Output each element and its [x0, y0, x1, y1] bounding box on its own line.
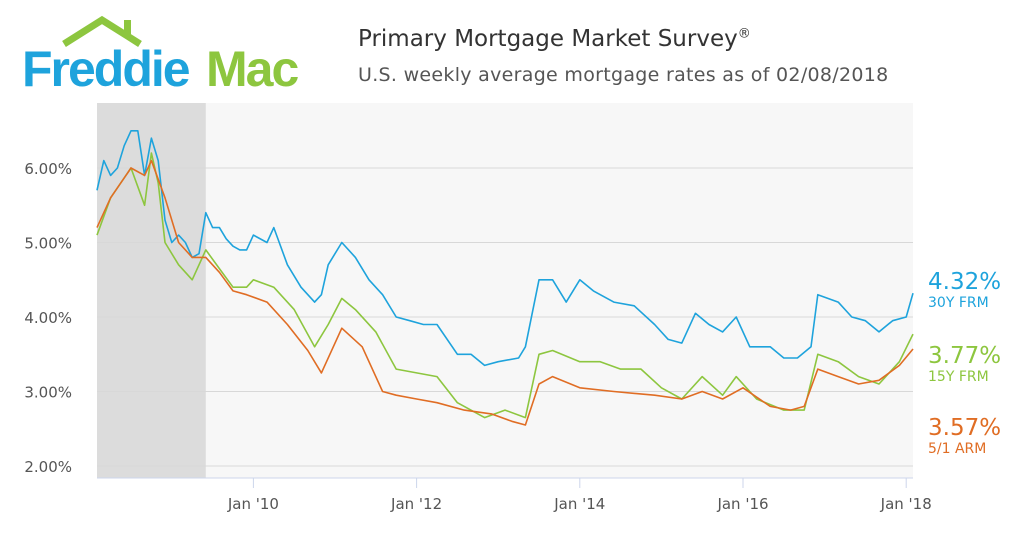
x-tick-label: Jan '16 — [716, 495, 768, 513]
legend-30y-value: 4.32% — [928, 269, 1002, 295]
recession-shading — [97, 103, 206, 478]
y-tick-label: 5.00% — [24, 235, 72, 253]
x-tick-label: Jan '18 — [880, 495, 932, 513]
x-tick-label: Jan '14 — [553, 495, 605, 513]
series-line-5-1-arm — [96, 159, 914, 426]
plot-background — [97, 103, 913, 478]
legend-arm-name: 5/1 ARM — [928, 441, 987, 457]
y-tick-label: 4.00% — [24, 309, 72, 327]
legend-30y: 4.32% 30Y FRM — [928, 270, 1001, 312]
chart-subtitle: U.S. weekly average mortgage rates as of… — [358, 64, 889, 86]
legend-30y-name: 30Y FRM — [928, 295, 989, 311]
house-roof-icon — [62, 15, 142, 47]
logo-mac: Mac — [206, 41, 299, 97]
legend-arm-value: 3.57% — [928, 415, 1002, 441]
y-tick-label: 2.00% — [24, 458, 72, 476]
logo-freddie: Freddie — [22, 41, 191, 97]
legend-15y: 3.77% 15Y FRM — [928, 344, 1001, 386]
registered-mark: ® — [737, 26, 751, 42]
x-tick-label: Jan '12 — [390, 495, 442, 513]
freddie-mac-logo: Freddie Mac — [22, 14, 322, 97]
legend-15y-value: 3.77% — [928, 343, 1002, 369]
x-tick-label: Jan '10 — [227, 495, 279, 513]
y-tick-label: 3.00% — [24, 384, 72, 402]
chart-title: Primary Mortgage Market Survey® — [358, 26, 751, 52]
title-text: Primary Mortgage Market Survey — [358, 26, 738, 52]
legend-15y-name: 15Y FRM — [928, 369, 989, 385]
legend-arm: 3.57% 5/1 ARM — [928, 416, 1001, 458]
y-tick-label: 6.00% — [24, 160, 72, 178]
